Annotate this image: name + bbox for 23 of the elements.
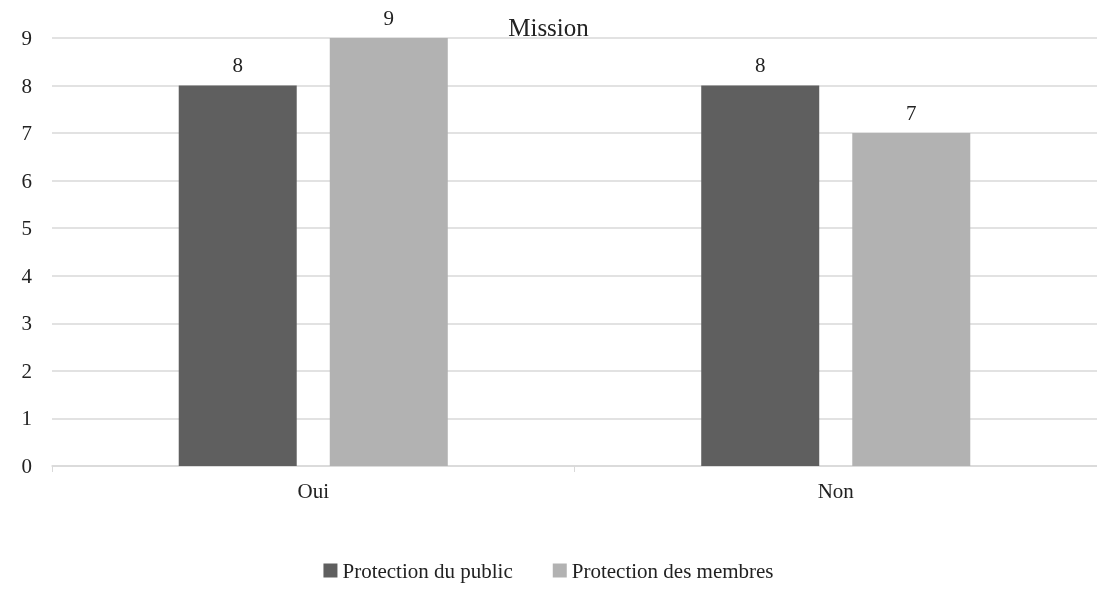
x-tick-label: Oui bbox=[297, 478, 330, 503]
data-label: 8 bbox=[754, 53, 766, 78]
bar bbox=[329, 38, 448, 466]
y-tick-label: 1 bbox=[21, 406, 32, 431]
bar bbox=[701, 85, 820, 466]
legend-label: Protection des membres bbox=[571, 558, 774, 583]
legend-label: Protection du public bbox=[342, 558, 513, 583]
bar bbox=[852, 133, 971, 466]
y-tick-label: 9 bbox=[21, 26, 32, 50]
y-tick-label: 6 bbox=[21, 168, 32, 193]
chart-title: Mission bbox=[508, 14, 590, 41]
y-tick-label: 8 bbox=[21, 73, 32, 98]
y-tick-label: 2 bbox=[21, 358, 32, 383]
y-tick-label: 5 bbox=[21, 216, 32, 241]
y-tick-label: 3 bbox=[21, 311, 32, 336]
y-tick-label: 0 bbox=[21, 454, 32, 478]
x-tick-label: Non bbox=[817, 478, 855, 503]
data-label: 7 bbox=[906, 100, 917, 125]
y-tick-label: 7 bbox=[21, 121, 32, 146]
data-label: 9 bbox=[383, 5, 395, 30]
y-tick-label: 4 bbox=[21, 263, 33, 288]
bar bbox=[178, 85, 297, 466]
data-label: 8 bbox=[232, 53, 243, 78]
